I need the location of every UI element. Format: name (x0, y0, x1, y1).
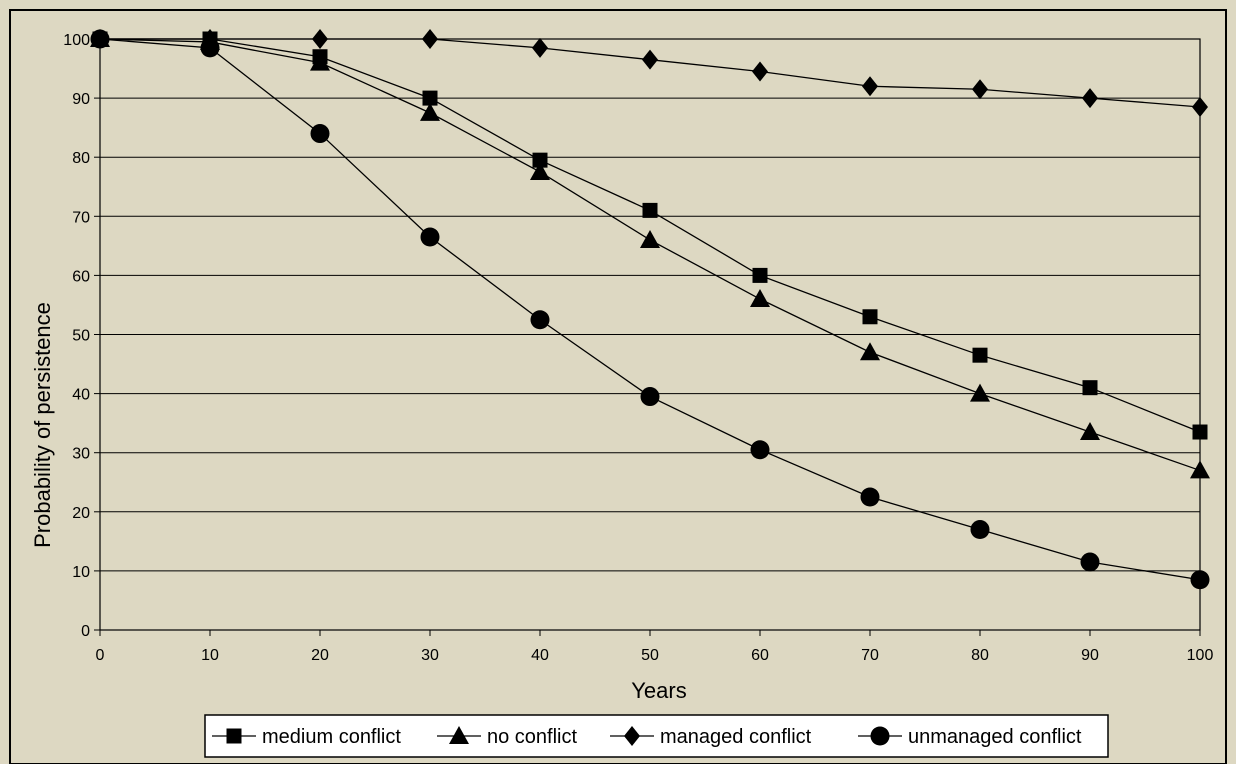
data-point-no-conflict (640, 229, 660, 248)
data-point-unmanaged-conflict (1080, 552, 1100, 572)
x-tick-label: 10 (201, 647, 219, 664)
data-point-no-conflict (1080, 422, 1100, 441)
data-point-medium-conflict (972, 347, 988, 363)
x-tick-label: 30 (421, 647, 439, 664)
data-point-managed-conflict (752, 61, 768, 82)
y-axis-label: Probability of persistence (30, 302, 55, 548)
data-point-unmanaged-conflict (640, 387, 660, 407)
y-axis-tick-labels: 0 10 20 30 40 50 60 70 80 90 100 (63, 32, 90, 640)
y-tick-label: 100 (63, 32, 90, 49)
series-unmanaged-conflict (90, 29, 1210, 590)
data-point-unmanaged-conflict (1190, 570, 1210, 590)
data-point-managed-conflict (862, 76, 878, 97)
data-point-managed-conflict (1082, 88, 1098, 109)
data-point-no-conflict (970, 383, 990, 402)
data-point-medium-conflict (642, 202, 658, 218)
data-point-medium-conflict (1082, 380, 1098, 396)
data-point-no-conflict (1190, 460, 1210, 479)
legend-marker-no-conflict (449, 726, 469, 744)
data-point-unmanaged-conflict (860, 487, 880, 507)
legend-item-managed-conflict: managed conflict (610, 726, 812, 748)
y-tick-label: 30 (72, 446, 90, 463)
x-tick-label: 70 (861, 647, 879, 664)
data-point-no-conflict (750, 289, 770, 308)
x-axis-tick-labels: 0 10 20 30 40 50 60 70 80 90 100 (96, 647, 1214, 664)
data-point-unmanaged-conflict (970, 520, 990, 540)
data-point-no-conflict (420, 102, 440, 121)
data-point-medium-conflict (422, 90, 438, 106)
data-point-unmanaged-conflict (420, 227, 440, 247)
data-point-unmanaged-conflict (750, 440, 770, 460)
x-tick-label: 40 (531, 647, 549, 664)
x-tick-label: 100 (1187, 647, 1214, 664)
y-tick-label: 80 (72, 150, 90, 167)
data-point-unmanaged-conflict (310, 124, 330, 144)
data-point-no-conflict (310, 52, 330, 71)
data-point-unmanaged-conflict (530, 310, 550, 330)
y-tick-label: 60 (72, 268, 90, 285)
legend-items: medium conflict no conflict managed confli… (212, 726, 1082, 748)
x-tick-label: 0 (96, 647, 105, 664)
x-axis-label: Years (631, 678, 686, 703)
legend-label-unmanaged-conflict: unmanaged conflict (908, 726, 1082, 748)
y-tick-label: 40 (72, 387, 90, 404)
legend-box (204, 714, 1109, 758)
y-tick-label: 10 (72, 564, 90, 581)
series-layer (90, 29, 1210, 590)
data-point-managed-conflict (312, 29, 328, 49)
data-point-managed-conflict (972, 79, 988, 100)
legend: medium conflict no conflict managed confli… (204, 714, 1109, 758)
legend-item-unmanaged-conflict: unmanaged conflict (858, 726, 1082, 748)
gridlines (94, 38, 1201, 636)
x-tick-label: 20 (311, 647, 329, 664)
legend-marker-unmanaged-conflict (870, 726, 890, 746)
data-point-no-conflict (860, 342, 880, 361)
x-tick-label: 50 (641, 647, 659, 664)
legend-marker-managed-conflict (624, 726, 640, 746)
y-tick-label: 90 (72, 91, 90, 108)
data-point-managed-conflict (532, 37, 548, 58)
x-tick-label: 90 (1081, 647, 1099, 664)
data-point-managed-conflict (1192, 96, 1208, 117)
data-point-unmanaged-conflict (90, 29, 110, 49)
legend-label-medium-conflict: medium conflict (262, 726, 401, 748)
data-point-managed-conflict (642, 49, 658, 70)
legend-item-medium-conflict: medium conflict (212, 726, 401, 748)
legend-label-no-conflict: no conflict (487, 726, 577, 748)
legend-item-no-conflict: no conflict (437, 726, 577, 748)
y-tick-label: 50 (72, 328, 90, 345)
data-point-medium-conflict (1192, 424, 1208, 440)
legend-marker-medium-conflict (226, 728, 242, 744)
data-point-no-conflict (530, 161, 550, 180)
y-tick-label: 20 (72, 505, 90, 522)
y-tick-label: 70 (72, 209, 90, 226)
legend-label-managed-conflict: managed conflict (660, 726, 812, 748)
data-point-unmanaged-conflict (200, 38, 220, 58)
y-tick-label: 0 (81, 623, 90, 640)
x-tick-label: 80 (971, 647, 989, 664)
data-point-managed-conflict (422, 29, 438, 49)
x-tick-label: 60 (751, 647, 769, 664)
data-point-medium-conflict (862, 309, 878, 325)
data-point-medium-conflict (532, 152, 548, 168)
data-point-medium-conflict (752, 267, 768, 283)
